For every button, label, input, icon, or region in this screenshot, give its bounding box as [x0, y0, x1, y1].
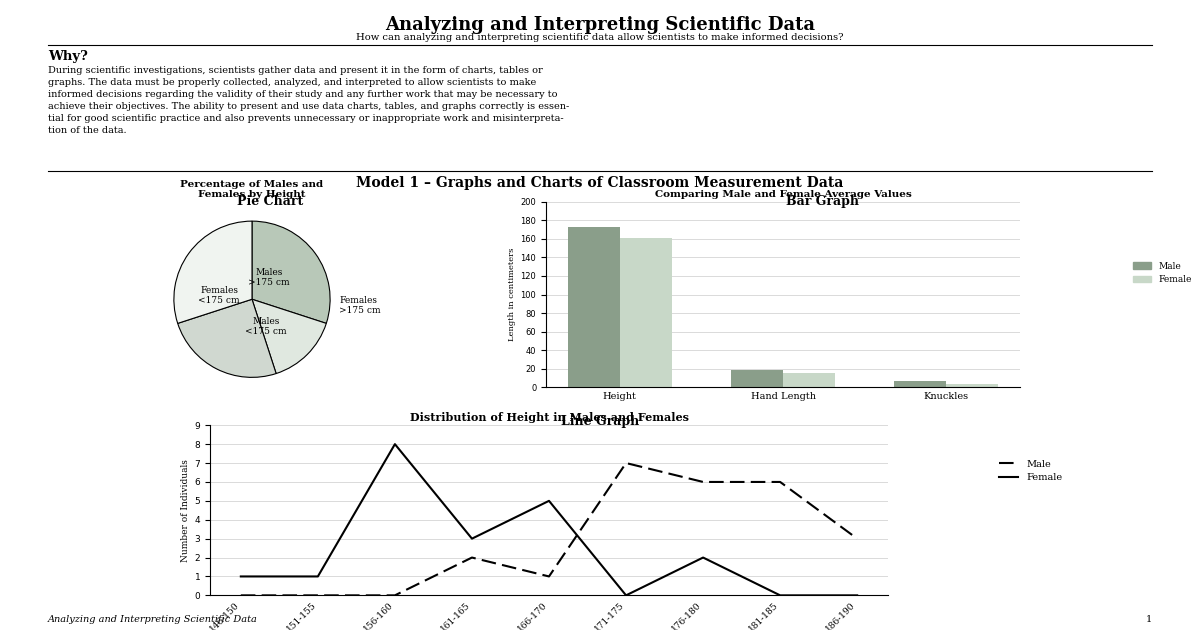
Bar: [947, 384, 998, 387]
Text: Males
>175 cm: Males >175 cm: [248, 268, 290, 287]
Male: [850, 535, 864, 542]
Legend: Male, Female: Male, Female: [995, 455, 1066, 486]
Text: Analyzing and Interpreting Scientific Data: Analyzing and Interpreting Scientific Da…: [48, 615, 258, 624]
Bar: [784, 372, 835, 387]
Wedge shape: [252, 299, 326, 374]
Male: [311, 592, 325, 599]
Female: [696, 554, 710, 561]
Line: Female: Female: [241, 444, 857, 595]
Female: [464, 535, 479, 542]
Male: [388, 592, 402, 599]
Female: [850, 592, 864, 599]
Wedge shape: [252, 221, 330, 323]
Female: [773, 592, 787, 599]
Female: [542, 497, 557, 505]
Male: [619, 459, 634, 467]
Male: [773, 478, 787, 486]
Text: Females
<175 cm: Females <175 cm: [198, 285, 240, 305]
Male: [696, 478, 710, 486]
Female: [311, 573, 325, 580]
Title: Comparing Male and Female Average Values: Comparing Male and Female Average Values: [655, 190, 911, 200]
Text: How can analyzing and interpreting scientific data allow scientists to make info: How can analyzing and interpreting scien…: [356, 33, 844, 42]
Wedge shape: [178, 299, 276, 377]
Text: Males
<175 cm: Males <175 cm: [245, 317, 287, 336]
Text: Females
>175 cm: Females >175 cm: [340, 296, 382, 315]
Text: Line Graph: Line Graph: [560, 415, 640, 428]
Wedge shape: [174, 221, 252, 323]
Female: [619, 592, 634, 599]
Bar: [731, 370, 784, 387]
Female: [234, 573, 248, 580]
Bar: [894, 381, 947, 387]
Male: [234, 592, 248, 599]
Bar: [568, 227, 619, 387]
Text: Why?: Why?: [48, 50, 88, 64]
Text: Analyzing and Interpreting Scientific Data: Analyzing and Interpreting Scientific Da…: [385, 16, 815, 34]
Title: Percentage of Males and
Females by Height: Percentage of Males and Females by Heigh…: [180, 180, 324, 200]
Text: Model 1 – Graphs and Charts of Classroom Measurement Data: Model 1 – Graphs and Charts of Classroom…: [356, 176, 844, 190]
Y-axis label: Length in centimeters: Length in centimeters: [509, 248, 516, 341]
Title: Distribution of Height in Males and Females: Distribution of Height in Males and Fema…: [409, 412, 689, 423]
Y-axis label: Number of Individuals: Number of Individuals: [181, 459, 191, 562]
Line: Male: Male: [241, 463, 857, 595]
Text: During scientific investigations, scientists gather data and present it in the f: During scientific investigations, scient…: [48, 66, 569, 135]
Text: 1: 1: [1146, 615, 1152, 624]
Legend: Male, Female: Male, Female: [1129, 258, 1195, 288]
Female: [388, 440, 402, 448]
Text: Pie Chart: Pie Chart: [236, 195, 304, 209]
Text: Bar Graph: Bar Graph: [786, 195, 858, 209]
Male: [542, 573, 557, 580]
Bar: [619, 238, 672, 387]
Male: [464, 554, 479, 561]
